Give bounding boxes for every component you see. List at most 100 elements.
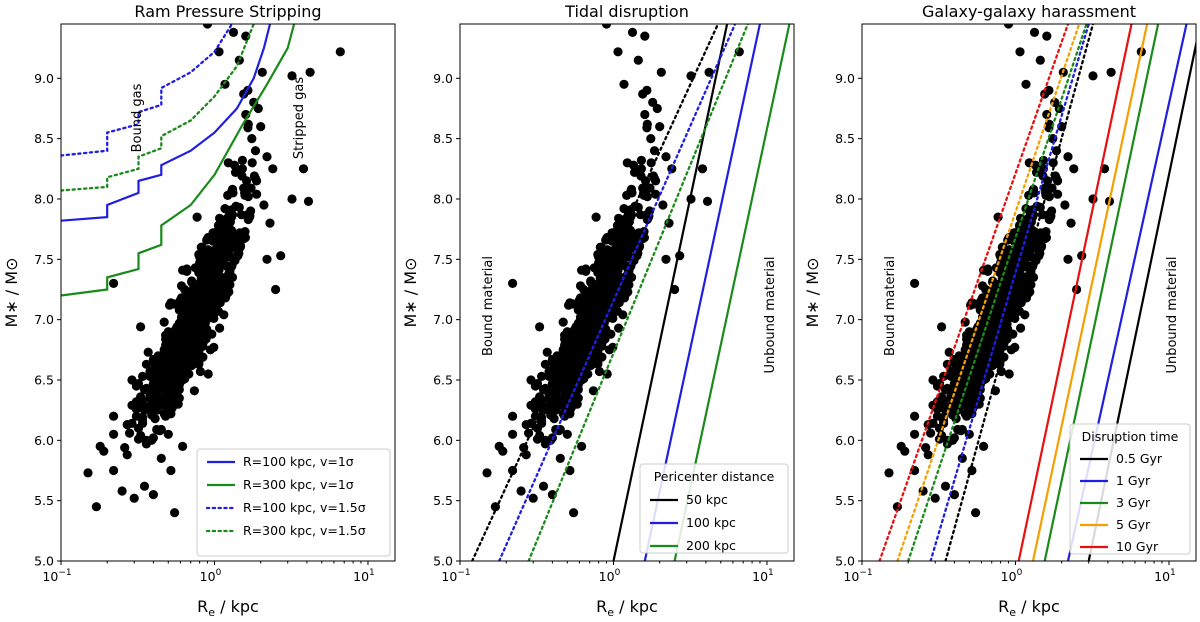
scatter-point bbox=[640, 31, 650, 41]
scatter-point bbox=[930, 493, 940, 503]
scatter-point bbox=[1042, 31, 1052, 41]
y-tick-label: 8.5 bbox=[34, 131, 54, 146]
scatter-point bbox=[1043, 210, 1054, 220]
scatter-point bbox=[610, 306, 620, 316]
legend: R=100 kpc, v=1σ R=300 kpc, v=1σ R=100 kpc,… bbox=[196, 448, 391, 557]
scatter-point bbox=[910, 429, 920, 439]
scatter-point bbox=[579, 336, 589, 346]
scatter-point bbox=[1003, 24, 1014, 29]
scatter-point bbox=[109, 429, 119, 439]
scatter-point bbox=[949, 490, 960, 500]
scatter-point bbox=[262, 152, 272, 162]
scatter-point bbox=[619, 79, 629, 89]
scatter-point bbox=[1015, 47, 1025, 57]
scatter-point bbox=[896, 441, 906, 451]
scatter-point bbox=[127, 418, 137, 428]
scatter-point bbox=[574, 295, 585, 305]
scatter-point bbox=[165, 300, 175, 310]
y-tick-label: 5.5 bbox=[835, 493, 855, 508]
scatter-point bbox=[202, 307, 213, 317]
scatter-point bbox=[234, 248, 244, 258]
scatter-point bbox=[532, 434, 543, 444]
scatter-point bbox=[542, 347, 552, 357]
y-tick-label: 7.0 bbox=[34, 312, 54, 327]
scatter-point bbox=[615, 243, 625, 254]
scatter-point bbox=[271, 284, 281, 295]
y-tick-label: 5.0 bbox=[433, 554, 453, 569]
scatter-point bbox=[577, 441, 587, 451]
scatter-point bbox=[946, 371, 956, 381]
y-tick-label: 7.0 bbox=[835, 312, 855, 327]
scatter-point bbox=[555, 453, 565, 463]
scatter-point bbox=[538, 481, 549, 491]
scatter-point bbox=[658, 200, 668, 210]
scatter-point bbox=[655, 122, 665, 132]
scatter-point bbox=[923, 450, 933, 460]
scatter-point bbox=[203, 233, 213, 243]
x-tick-label: 100 bbox=[200, 568, 222, 584]
scatter-point bbox=[572, 348, 582, 358]
scatter-point bbox=[642, 85, 652, 95]
scatter-points bbox=[884, 24, 1146, 518]
scatter-point bbox=[305, 67, 315, 77]
scatter-point bbox=[139, 481, 150, 491]
scatter-point bbox=[195, 295, 205, 305]
scatter-point bbox=[240, 233, 250, 243]
legend-title: Pericenter distance bbox=[654, 469, 775, 484]
scatter-point bbox=[250, 146, 261, 156]
scatter-point bbox=[632, 230, 642, 240]
scatter-point bbox=[996, 295, 1007, 305]
scatter-point bbox=[937, 322, 947, 332]
scatter-point bbox=[532, 379, 543, 389]
scatter-point bbox=[645, 183, 655, 193]
scatter-point bbox=[507, 429, 518, 439]
scatter-point bbox=[180, 284, 190, 295]
scatter-point bbox=[981, 336, 991, 346]
scatter-point bbox=[189, 386, 199, 396]
scatter-point bbox=[250, 173, 261, 184]
scatter-point bbox=[1063, 152, 1073, 162]
legend-box bbox=[1069, 423, 1191, 555]
scatter-point bbox=[178, 441, 188, 451]
scatter-point bbox=[614, 323, 624, 333]
scatter-point bbox=[145, 371, 155, 381]
scatter-point bbox=[521, 450, 531, 460]
scatter-point bbox=[601, 24, 612, 29]
scatter-point bbox=[586, 276, 596, 286]
scatter-point bbox=[975, 358, 985, 368]
scatter-point bbox=[83, 468, 93, 478]
scatter-point bbox=[237, 164, 247, 174]
scatter-point bbox=[940, 401, 951, 412]
scatter-point bbox=[619, 204, 629, 214]
scatter-point bbox=[206, 284, 216, 295]
scatter-point bbox=[171, 331, 181, 342]
scatter-point bbox=[636, 171, 646, 181]
scatter-point bbox=[581, 266, 591, 276]
scatter-point bbox=[627, 27, 638, 37]
scatter-point bbox=[175, 373, 185, 383]
scatter-point bbox=[195, 366, 205, 377]
scatter-point bbox=[259, 200, 269, 210]
scatter-point bbox=[910, 411, 920, 421]
x-tick-label: 101 bbox=[1154, 568, 1176, 584]
y-tick-label: 5.0 bbox=[34, 554, 54, 569]
scatter-point bbox=[182, 363, 192, 373]
scatter-point bbox=[159, 317, 169, 327]
series-line bbox=[929, 24, 1090, 561]
scatter-point bbox=[547, 354, 558, 365]
scatter-point bbox=[216, 243, 226, 254]
scatter-point bbox=[298, 164, 309, 174]
x-tick-label: 101 bbox=[353, 568, 375, 584]
scatter-point bbox=[1010, 342, 1020, 352]
scatter-point bbox=[1014, 274, 1024, 284]
scatter-point bbox=[246, 183, 256, 193]
scatter-point bbox=[229, 160, 240, 170]
scatter-point bbox=[628, 160, 639, 170]
scatter-point bbox=[587, 322, 597, 332]
scatter-point bbox=[507, 278, 518, 288]
scatter-point bbox=[224, 240, 234, 250]
legend-label: 1 Gyr bbox=[1116, 473, 1151, 488]
scatter-point bbox=[335, 47, 345, 57]
scatter-point bbox=[215, 323, 225, 333]
scatter-point bbox=[172, 341, 182, 351]
